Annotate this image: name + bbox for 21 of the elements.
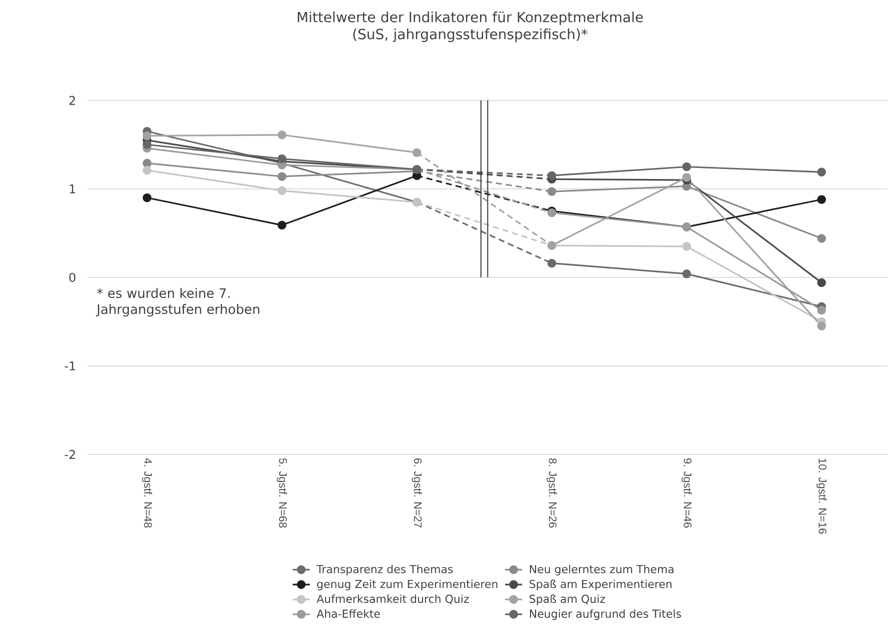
y-tick-label: 1 xyxy=(70,184,76,194)
y-tick-label: 2 xyxy=(69,96,75,105)
y-tick-label: 0 xyxy=(69,272,76,282)
chart-title: Mittelwerte der Indikatoren für Konzeptmerkmale (SuS, jahrgangsstufenspezifisch)* xyxy=(298,12,643,42)
legend-label: Spaß am Quiz xyxy=(530,594,605,606)
legend-label: Aha-Effekte xyxy=(316,609,380,618)
x-tick-label: 6. Jgstf. N=27 xyxy=(412,458,422,528)
x-tick-label: 9. Jgstf. N=46 xyxy=(682,458,692,528)
legend-label: Aufmerksamkeit durch Quiz xyxy=(316,594,469,604)
legend-label: Transparenz des Themas xyxy=(316,564,453,576)
legend-label: Spaß am Experimentieren xyxy=(530,580,672,590)
annotation: * es wurden keine 7. Jahrgangsstufen erhoben xyxy=(96,288,260,317)
x-tick-label: 5. Jgstf. N=68 xyxy=(276,458,288,528)
y-tick-label: -1 xyxy=(64,361,76,370)
legend-label: Neugier aufgrund des Titels xyxy=(530,609,681,620)
x-tick-label: 10. Jgstf. N=16 xyxy=(816,458,827,534)
legend-label: genug Zeit zum Experimentieren xyxy=(317,580,498,590)
y-tick-label: -2 xyxy=(64,450,75,459)
x-tick-label: 8. Jgstf. N=26 xyxy=(546,458,557,528)
legend-label: Neu gelerntes zum Thema xyxy=(530,564,674,576)
x-tick-label: 4. Jgstf. N=48 xyxy=(142,458,152,528)
